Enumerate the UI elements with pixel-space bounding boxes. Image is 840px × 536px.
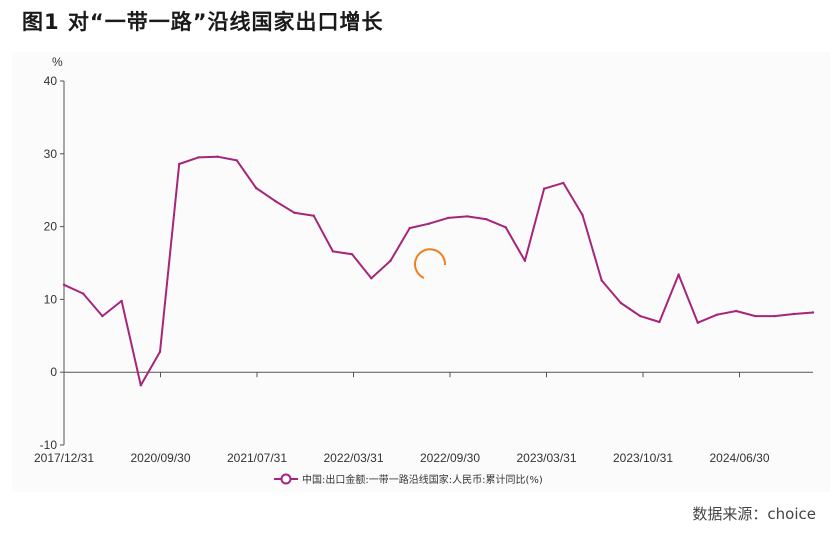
y-tick-label: 10 [44, 292, 58, 306]
data-point [773, 314, 776, 318]
data-point [677, 273, 680, 276]
data-point [178, 162, 181, 166]
data-point [658, 320, 661, 324]
data-point [350, 253, 354, 256]
legend-marker [280, 473, 292, 485]
data-source: 数据来源：choice [692, 505, 816, 523]
data-point [523, 259, 527, 262]
series-marks [62, 155, 815, 387]
data-point [101, 314, 104, 318]
loading-spinner-icon [414, 248, 447, 279]
data-point [370, 277, 373, 280]
x-tick-label: 2023/03/31 [516, 451, 576, 465]
y-tick-label: -10 [40, 438, 58, 452]
data-point [254, 186, 258, 190]
plot-background [12, 52, 830, 492]
x-tick-label: 2020/09/30 [130, 451, 190, 465]
data-point [811, 311, 815, 314]
data-point [427, 222, 431, 225]
data-point [82, 292, 85, 295]
legend-label: 中国:出口金额:一带一路沿线国家:人民币:累计同比(%) [302, 473, 543, 486]
data-point [408, 226, 411, 230]
x-tick-label: 2021/07/31 [227, 451, 287, 465]
data-point [754, 314, 757, 318]
data-point [696, 321, 699, 324]
y-tick-label: 0 [50, 365, 57, 379]
data-point [274, 199, 277, 203]
y-tick-label: 30 [44, 147, 58, 161]
data-point [216, 155, 219, 158]
x-tick-label: 2022/09/30 [420, 451, 480, 465]
y-axis-unit: % [52, 55, 63, 69]
x-tick-label: 2023/10/31 [613, 451, 673, 465]
data-point [389, 259, 392, 262]
data-point [639, 314, 642, 318]
axes: -10 0 10 20 30 40% 2017/12/31 2020/09/30 2021/07… [34, 55, 813, 465]
data-point [293, 211, 296, 214]
data-point [542, 187, 546, 190]
x-tick-label: 2017/12/31 [34, 451, 94, 465]
y-tick-label: 40 [44, 74, 58, 88]
chart-title: 图1 对“一带一路”沿线国家出口增长 [22, 10, 384, 34]
x-tick-label: 2024/06/30 [709, 451, 769, 465]
data-point [600, 279, 603, 282]
data-point [735, 309, 738, 313]
data-point [197, 156, 200, 159]
data-point [120, 299, 123, 303]
data-point [466, 215, 469, 218]
data-point [446, 216, 450, 220]
data-point [715, 313, 719, 316]
data-point [619, 301, 623, 305]
series-line [63, 155, 814, 387]
data-point [562, 181, 565, 185]
legend: 中国:出口金额:一带一路沿线国家:人民币:累计同比(%) [274, 473, 543, 486]
data-point [158, 350, 162, 353]
y-tick-label: 20 [44, 220, 58, 234]
data-point [331, 250, 335, 253]
data-point [581, 213, 584, 217]
data-point [312, 214, 315, 217]
data-point [235, 159, 238, 162]
data-point [485, 218, 488, 221]
data-point [504, 226, 507, 229]
data-point [792, 312, 795, 316]
x-tick-label: 2022/03/31 [323, 451, 383, 465]
data-point [62, 283, 66, 286]
data-point [139, 384, 142, 387]
